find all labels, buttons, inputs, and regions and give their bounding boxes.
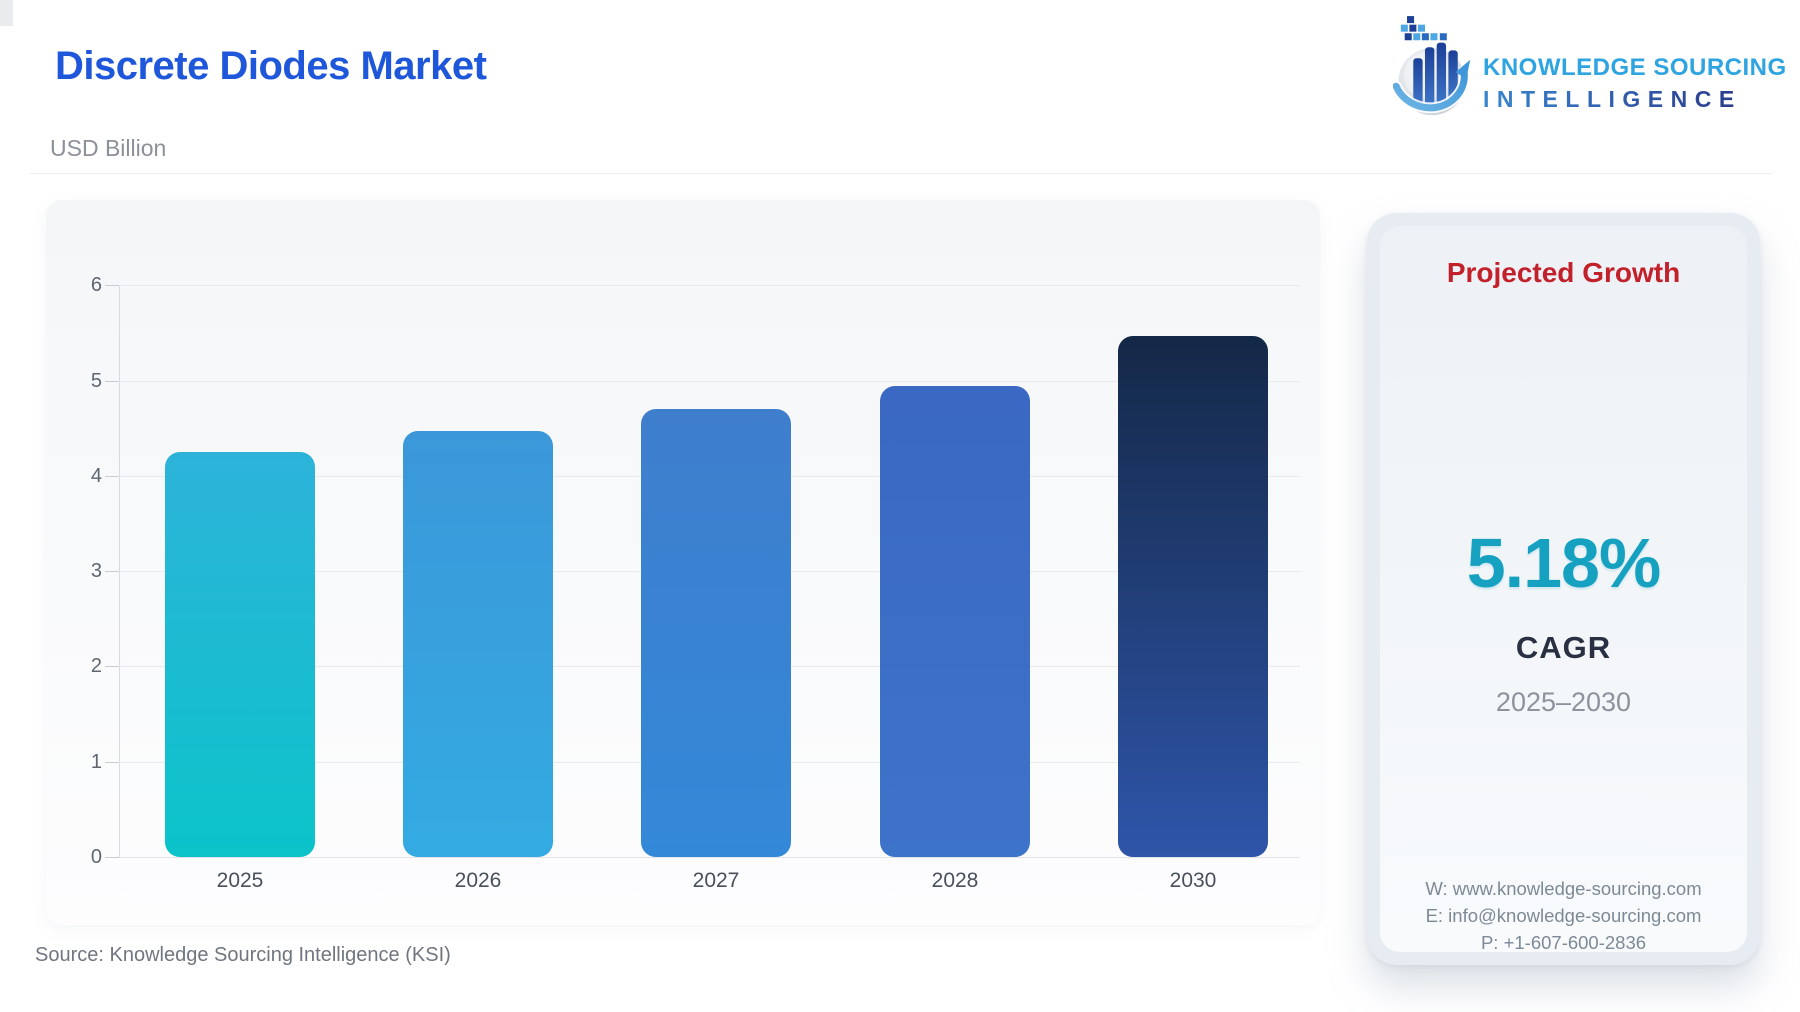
y-tick-label-3: 3 [90,560,102,583]
page-title: Discrete Diodes Market [55,44,487,88]
bar-2025 [165,451,315,857]
logo-pixels [1400,16,1447,41]
cagr-period: 2025–2030 [1495,687,1632,717]
projected-growth-panel-inner: Projected Growth 5.18% CAGR 2025–2030 W:… [1380,226,1747,953]
x-tick-label-2028: 2028 [931,869,979,892]
company-logo: KNOWLEDGE SOURCING INTELLIGENCE [1393,14,1787,118]
y-axis-line [119,285,120,857]
bar-2028 [880,386,1030,857]
logo-globe-chart-icon [1393,16,1471,116]
x-tick-label-2026: 2026 [454,869,502,892]
y-tick-label-6: 6 [90,274,102,297]
y-tick-mark-1 [105,761,119,763]
y-tick-mark-3 [105,571,119,573]
projected-growth-panel: Projected Growth 5.18% CAGR 2025–2030 W:… [1367,213,1760,965]
y-tick-label-4: 4 [90,464,102,487]
source-note: Source: Knowledge Sourcing Intelligence … [35,944,451,966]
x-tick-label-2030: 2030 [1169,869,1217,892]
y-tick-mark-4 [105,475,119,477]
bar-2026 [403,431,553,857]
contact-email: E: info@knowledge-sourcing.com [1425,905,1702,926]
y-tick-mark-6 [105,285,119,287]
y-tick-mark-2 [105,666,119,668]
y-tick-mark-0 [105,857,119,858]
y-tick-mark-5 [105,380,119,382]
panel-heading: Projected Growth [1446,257,1681,288]
header-divider [30,173,1772,174]
contact-phone: P: +1-607-600-2836 [1480,932,1647,953]
x-tick-label-2025: 2025 [216,869,264,892]
bar-chart-card: 0 1 2 3 4 5 6 2025 2026 2027 2028 2030 [46,200,1320,925]
gridline-y0 [119,857,1300,858]
contact-website: W: www.knowledge-sourcing.com [1425,878,1702,899]
y-tick-label-5: 5 [90,369,102,392]
cagr-value: 5.18% [1466,524,1661,602]
gridline-y6 [119,285,1300,287]
y-tick-label-0: 0 [90,846,102,868]
corner-artifact [0,0,13,26]
x-tick-label-2027: 2027 [692,869,740,892]
bar-2030 [1118,335,1268,857]
gridline-y5 [119,380,1300,382]
y-tick-label-2: 2 [90,655,102,678]
logo-text-line2: INTELLIGENCE [1483,86,1787,113]
contact-info: W: www.knowledge-sourcing.com E: info@kn… [1380,875,1747,956]
logo-text-line1: KNOWLEDGE SOURCING [1483,53,1787,81]
y-tick-label-1: 1 [90,750,102,773]
bar-2027 [641,409,791,857]
chart-unit-label: USD Billion [50,135,167,161]
cagr-label: CAGR [1515,630,1612,665]
